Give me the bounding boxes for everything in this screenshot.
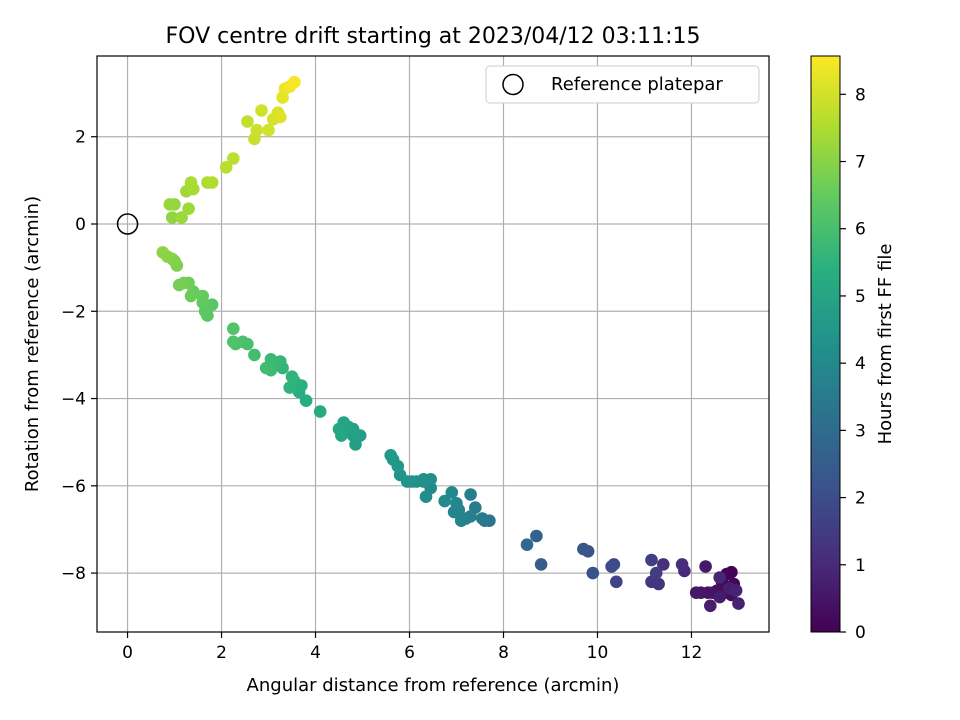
chart-title: FOV centre drift starting at 2023/04/12 … (166, 24, 701, 49)
data-point (657, 558, 670, 571)
data-point (476, 512, 489, 525)
data-point (445, 486, 459, 499)
x-tick-label: 2 (216, 643, 227, 663)
reference-marker-layer (116, 213, 139, 235)
x-tick-label: 6 (404, 643, 415, 663)
data-point (184, 176, 198, 189)
data-point (227, 335, 240, 349)
data-point (605, 560, 618, 573)
data-point (450, 497, 463, 510)
data-point (586, 566, 600, 580)
y-tick-label: −4 (61, 390, 86, 410)
y-tick-label: 2 (75, 128, 86, 148)
data-points (156, 75, 745, 613)
x-axis-ticks: 0 2 4 6 8 10 12 (122, 632, 702, 663)
colorbar-tick-label: 1 (855, 556, 866, 576)
data-point (163, 198, 177, 211)
colorbar-tick-label: 0 (855, 623, 866, 643)
colorbar-tick-label: 5 (855, 287, 866, 307)
data-point (219, 161, 233, 174)
data-point (610, 575, 623, 589)
x-tick-label: 8 (498, 643, 509, 663)
y-tick-label: −6 (61, 477, 86, 497)
data-point (699, 560, 712, 573)
data-point (534, 558, 548, 571)
y-tick-label: 0 (75, 215, 86, 235)
data-point (227, 322, 240, 336)
data-point (182, 202, 195, 215)
data-point (732, 597, 745, 610)
legend-label: Reference platepar (551, 74, 723, 95)
data-point (299, 394, 313, 408)
plot-frame (96, 55, 770, 633)
data-point (464, 488, 477, 501)
data-point (250, 123, 264, 137)
x-axis-label: Angular distance from reference (arcmin) (247, 675, 620, 696)
x-tick-label: 4 (310, 643, 321, 663)
legend: Reference platepar (485, 65, 760, 104)
data-point (205, 176, 219, 189)
colorbar-gradient (810, 55, 841, 633)
data-point (227, 152, 240, 165)
data-point (577, 542, 590, 556)
data-point (262, 123, 275, 137)
y-tick-label: −2 (61, 302, 86, 322)
y-tick-label: −8 (61, 564, 86, 584)
data-point (313, 405, 327, 418)
colorbar-tick-label: 3 (855, 421, 866, 441)
colorbar-tick-label: 4 (855, 354, 866, 374)
y-axis-label: Rotation from reference (arcmin) (22, 196, 43, 492)
data-point (255, 104, 268, 117)
data-point (285, 370, 299, 384)
data-point (419, 490, 433, 504)
data-point (689, 586, 703, 599)
data-point (274, 110, 287, 124)
gridlines (97, 56, 769, 632)
data-point (520, 538, 534, 551)
data-point (175, 211, 188, 224)
data-point (530, 529, 543, 543)
colorbar-tick-label: 6 (855, 220, 866, 240)
legend-box (485, 65, 760, 104)
y-axis-ticks: −8 −6 −4 −2 0 2 (61, 128, 97, 584)
data-point (248, 348, 261, 362)
data-point (241, 115, 254, 128)
data-point (184, 289, 198, 303)
x-tick-label: 0 (122, 643, 133, 663)
data-point (332, 422, 346, 436)
data-point (438, 494, 452, 508)
x-tick-label: 12 (681, 643, 703, 663)
data-point (675, 558, 689, 571)
data-point (454, 514, 468, 527)
data-point (259, 361, 273, 375)
data-point (704, 599, 717, 613)
data-point (649, 566, 663, 580)
colorbar-tick-label: 7 (855, 153, 866, 173)
data-point (283, 381, 297, 394)
data-point (196, 289, 209, 303)
colorbar: 0 1 2 3 4 5 6 7 8 Hours from first FF file (810, 55, 896, 643)
data-point (713, 571, 726, 584)
data-point (288, 75, 301, 89)
data-point (172, 278, 186, 292)
colorbar-tick-label: 2 (855, 489, 866, 509)
data-point (156, 246, 170, 259)
data-point (165, 211, 179, 224)
colorbar-tick-label: 8 (855, 85, 866, 105)
data-point (645, 553, 658, 567)
data-point (713, 590, 726, 604)
data-point (729, 584, 743, 597)
x-tick-label: 10 (587, 643, 609, 663)
colorbar-label: Hours from first FF file (875, 244, 896, 445)
colorbar-ticks: 0 1 2 3 4 5 6 7 8 (840, 85, 866, 643)
data-point (384, 449, 398, 462)
legend-marker-icon (502, 73, 524, 96)
reference-platepar-marker (116, 213, 139, 235)
